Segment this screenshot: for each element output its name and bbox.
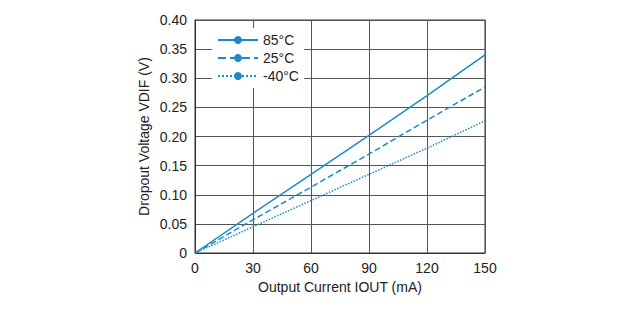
svg-text:Output Current IOUT (mA): Output Current IOUT (mA) xyxy=(258,279,422,295)
svg-text:120: 120 xyxy=(415,260,439,276)
svg-text:0: 0 xyxy=(191,260,199,276)
svg-text:90: 90 xyxy=(361,260,377,276)
svg-text:30: 30 xyxy=(245,260,261,276)
svg-text:0.20: 0.20 xyxy=(160,129,187,145)
svg-text:0.35: 0.35 xyxy=(160,41,187,57)
svg-text:-40°C: -40°C xyxy=(263,68,299,84)
svg-text:0.40: 0.40 xyxy=(160,12,187,28)
svg-text:150: 150 xyxy=(473,260,497,276)
svg-text:85°C: 85°C xyxy=(263,32,294,48)
svg-text:0.15: 0.15 xyxy=(160,158,187,174)
svg-text:0: 0 xyxy=(179,245,187,261)
svg-text:0.30: 0.30 xyxy=(160,70,187,86)
svg-text:0.10: 0.10 xyxy=(160,187,187,203)
svg-text:Dropout Voltage VDIF (V): Dropout Voltage VDIF (V) xyxy=(136,57,152,216)
svg-text:0.05: 0.05 xyxy=(160,216,187,232)
svg-text:25°C: 25°C xyxy=(263,50,294,66)
svg-text:60: 60 xyxy=(303,260,319,276)
svg-text:0.25: 0.25 xyxy=(160,99,187,115)
